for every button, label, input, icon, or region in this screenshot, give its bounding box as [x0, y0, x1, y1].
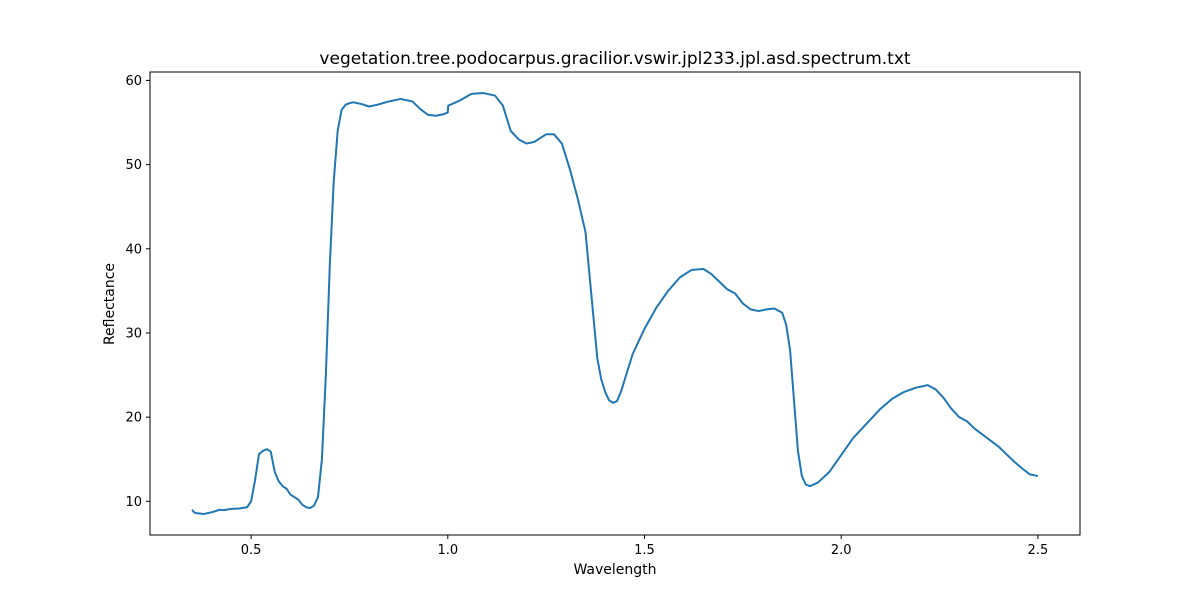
x-axis-label: Wavelength [573, 562, 656, 578]
x-tick-label: 2.0 [831, 543, 852, 558]
chart-title: vegetation.tree.podocarpus.gracilior.vsw… [319, 49, 910, 69]
y-tick-label: 50 [125, 158, 142, 173]
x-tick-label: 2.5 [1028, 543, 1049, 558]
y-tick-label: 10 [125, 495, 142, 510]
x-axis: 0.5 1.0 1.5 2.0 2.5 [241, 535, 1048, 558]
y-tick-label: 30 [125, 326, 142, 341]
y-axis-label: Reflectance [102, 263, 118, 345]
axes-frame [149, 71, 1081, 536]
x-tick-label: 0.5 [241, 543, 262, 558]
series-line-0 [191, 92, 1039, 515]
x-tick-label: 1.5 [634, 543, 655, 558]
y-axis: 10 20 30 40 50 60 [125, 74, 150, 510]
y-tick-label: 40 [125, 242, 142, 257]
y-tick-label: 20 [125, 411, 142, 426]
plot-area [191, 92, 1039, 515]
y-tick-label: 60 [125, 74, 142, 89]
x-tick-label: 1.0 [437, 543, 458, 558]
